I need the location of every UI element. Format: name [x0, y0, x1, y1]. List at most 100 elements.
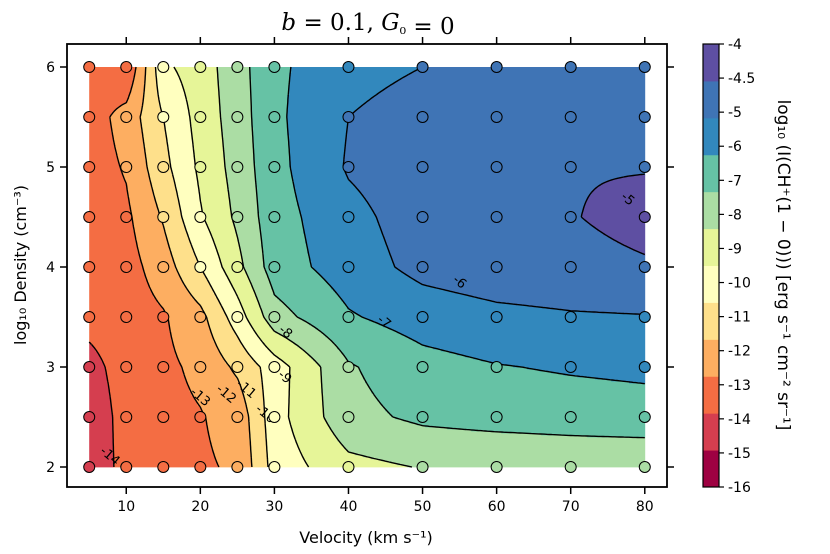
colorbar-tick-label: -4.5 — [728, 71, 755, 87]
data-point — [268, 361, 281, 373]
data-point — [157, 411, 170, 423]
colorbar-tick-label: -9 — [728, 241, 742, 257]
data-point — [157, 461, 170, 473]
data-point — [638, 211, 651, 223]
data-point — [564, 161, 577, 173]
contour-layer: -14-13 -12-11-10-9-8-7-6-5 — [88, 66, 646, 469]
data-point — [342, 461, 355, 473]
colorbar-segment — [703, 117, 719, 156]
x-tick-label: 30 — [265, 499, 283, 515]
data-point — [638, 311, 651, 323]
colorbar-segment — [703, 80, 719, 119]
y-tick-label: 3 — [46, 360, 55, 376]
x-tick-label: 70 — [562, 499, 580, 515]
data-point — [120, 111, 133, 123]
data-point — [638, 111, 651, 123]
data-point — [638, 411, 651, 423]
data-point — [268, 461, 281, 473]
data-point — [416, 361, 429, 373]
data-point — [231, 161, 244, 173]
data-point — [416, 461, 429, 473]
data-point — [194, 461, 207, 473]
x-axis-ticks: 10 20 30 40 50 60 70 80 — [117, 37, 654, 515]
colorbar-tick-label: -6 — [728, 139, 742, 155]
data-point — [120, 311, 133, 323]
colorbar-tick-label: -10 — [728, 276, 751, 292]
contour-band — [217, 67, 646, 468]
data-point — [342, 411, 355, 423]
data-point — [564, 211, 577, 223]
data-point — [83, 111, 96, 123]
data-point — [157, 111, 170, 123]
data-point — [490, 411, 503, 423]
data-point — [268, 411, 281, 423]
x-tick-label: 40 — [340, 499, 358, 515]
contour-band — [581, 175, 646, 256]
data-point — [194, 161, 207, 173]
y-tick-label: 2 — [46, 460, 55, 476]
sample-points — [83, 61, 651, 473]
colorbar-segment — [703, 191, 719, 230]
data-point — [342, 211, 355, 223]
data-point — [416, 211, 429, 223]
data-point — [564, 461, 577, 473]
data-point — [416, 311, 429, 323]
colorbar-segment — [703, 265, 719, 303]
data-point — [157, 361, 170, 373]
x-tick-label: 50 — [414, 499, 432, 515]
colorbar-tick-label: -16 — [728, 480, 751, 496]
data-point — [416, 61, 429, 73]
data-point — [268, 311, 281, 323]
contour-line — [580, 173, 646, 256]
data-point — [231, 311, 244, 323]
data-point — [231, 361, 244, 373]
data-point — [342, 311, 355, 323]
colorbar-tick-label: -12 — [728, 344, 751, 360]
contour-line — [286, 66, 645, 385]
colorbar-tick-label: -13 — [728, 378, 751, 394]
data-point — [638, 61, 651, 73]
data-point — [194, 211, 207, 223]
data-point — [490, 261, 503, 273]
data-point — [416, 161, 429, 173]
data-point — [564, 111, 577, 123]
colorbar-tick-label: -8 — [728, 207, 742, 223]
data-point — [490, 211, 503, 223]
data-point — [342, 361, 355, 373]
colorbar-segment — [703, 302, 719, 340]
y-axis-ticks: 2 3 4 5 6 — [46, 60, 674, 476]
contour-line — [216, 66, 413, 468]
colorbar-segment — [703, 413, 719, 451]
x-tick-label: 20 — [191, 499, 209, 515]
colorbar-segment — [703, 376, 719, 414]
data-point — [157, 211, 170, 223]
data-point — [231, 261, 244, 273]
data-point — [268, 211, 281, 223]
contour-band — [287, 67, 646, 384]
contour-band — [343, 67, 646, 316]
colorbar-segment — [703, 154, 719, 193]
data-point — [194, 61, 207, 73]
y-axis-label: log₁₀ Density (cm⁻³) — [11, 185, 30, 345]
data-point — [231, 411, 244, 423]
data-point — [490, 361, 503, 373]
data-point — [564, 261, 577, 273]
x-tick-label: 80 — [636, 499, 654, 515]
data-point — [638, 461, 651, 473]
data-point — [564, 311, 577, 323]
data-point — [342, 111, 355, 123]
data-point — [83, 411, 96, 423]
data-point — [120, 161, 133, 173]
data-point — [120, 361, 133, 373]
colorbar-segment — [703, 339, 719, 377]
data-point — [120, 261, 133, 273]
data-point — [157, 61, 170, 73]
colorbar-tick-label: -11 — [728, 310, 751, 326]
data-point — [268, 111, 281, 123]
data-point — [83, 361, 96, 373]
y-tick-label: 6 — [46, 60, 55, 76]
colorbar-segment — [703, 450, 719, 488]
data-point — [194, 261, 207, 273]
data-point — [194, 111, 207, 123]
